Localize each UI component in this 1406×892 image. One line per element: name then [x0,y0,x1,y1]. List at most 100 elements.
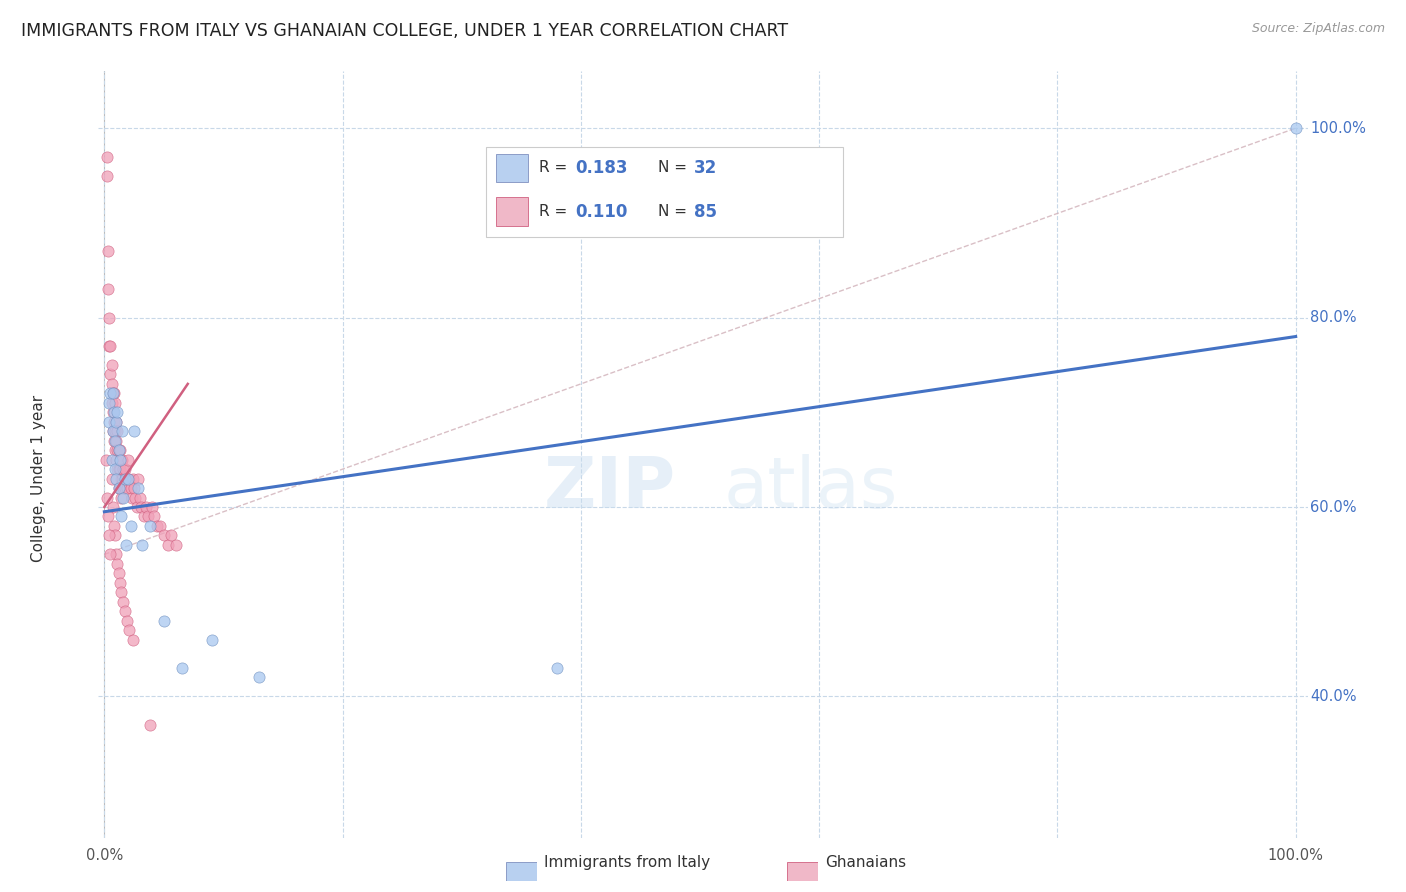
Point [112,481,135,495]
Point [165,538,187,552]
Point [101,386,124,401]
Point [105,547,128,561]
Point [546,661,568,675]
Point [132,509,155,524]
FancyBboxPatch shape [496,153,529,182]
Point [97,282,120,296]
Point [98,339,121,353]
Point [101,424,124,438]
Point [104,462,127,476]
Point [122,481,145,495]
Point [125,500,148,514]
Point [104,424,127,438]
Point [100,452,122,467]
Point [118,472,141,486]
Point [146,519,169,533]
Point [98,386,121,401]
Point [114,472,136,486]
Point [107,443,129,458]
Point [96,491,118,505]
Point [156,538,179,552]
Text: 0.183: 0.183 [575,159,627,177]
Point [149,519,172,533]
Point [101,386,124,401]
Point [104,396,127,410]
Point [105,415,128,429]
Text: 0.110: 0.110 [575,202,627,220]
Point [111,452,134,467]
Point [1285,121,1308,136]
Point [121,491,143,505]
Point [103,415,125,429]
Point [105,415,128,429]
Point [138,509,160,524]
Point [114,481,136,495]
Point [131,538,153,552]
Point [120,519,142,533]
Point [100,396,122,410]
Point [115,481,138,495]
Point [131,500,153,514]
Point [160,528,183,542]
Point [107,481,129,495]
Point [114,538,136,552]
Point [103,434,125,448]
Point [138,718,160,732]
Point [97,244,120,259]
Text: N =: N = [658,204,692,219]
Point [129,491,152,505]
Point [98,415,121,429]
Point [98,368,121,382]
FancyBboxPatch shape [496,197,529,226]
Point [170,661,193,675]
Text: N =: N = [658,161,692,176]
Point [101,500,124,514]
Point [122,472,145,486]
Point [247,671,270,685]
Point [97,509,120,524]
Point [105,434,128,448]
Point [94,452,117,467]
Text: Ghanaians: Ghanaians [825,855,907,870]
Point [98,339,121,353]
Point [98,310,121,325]
Point [108,443,131,458]
Point [120,481,142,495]
Point [107,481,129,495]
Point [112,462,135,476]
Point [200,632,222,647]
Text: 80.0%: 80.0% [1310,310,1357,325]
Point [96,150,118,164]
Point [98,547,121,561]
Point [110,509,132,524]
Point [101,424,124,438]
Point [114,604,136,618]
Point [111,472,134,486]
Text: 40.0%: 40.0% [1310,689,1357,704]
Point [107,424,129,438]
Text: R =: R = [538,161,572,176]
Point [110,585,132,599]
Point [114,462,136,476]
Point [122,632,145,647]
Point [117,472,139,486]
Point [96,169,118,183]
Text: 100.0%: 100.0% [1268,848,1323,863]
Point [108,452,131,467]
Point [100,472,122,486]
Point [108,481,131,495]
Point [117,452,139,467]
Point [143,509,166,524]
FancyBboxPatch shape [485,147,844,237]
Point [100,376,122,391]
Text: 32: 32 [695,159,717,177]
Point [104,528,127,542]
Point [127,472,149,486]
Point [111,424,134,438]
Point [107,462,129,476]
Point [104,443,127,458]
Point [107,566,129,581]
Text: College, Under 1 year: College, Under 1 year [31,395,46,562]
Point [105,472,128,486]
Point [114,472,136,486]
